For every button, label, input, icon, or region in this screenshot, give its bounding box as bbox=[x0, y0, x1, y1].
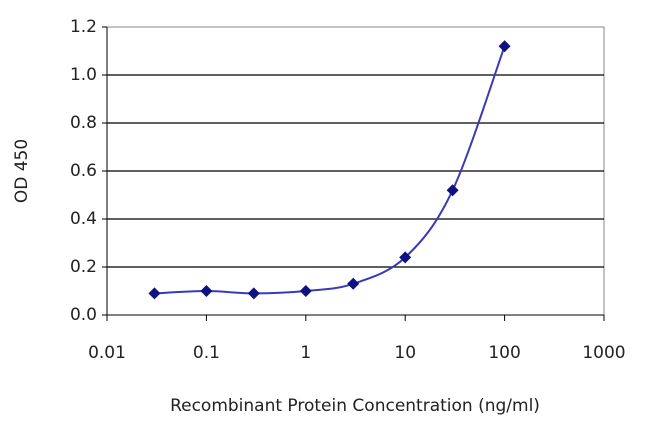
data-point bbox=[299, 285, 312, 297]
y-tick-label: 1.0 bbox=[70, 65, 97, 85]
x-tick-label: 0.1 bbox=[193, 343, 220, 363]
data-point bbox=[399, 251, 412, 264]
data-point bbox=[446, 184, 459, 197]
data-point bbox=[200, 285, 213, 297]
data-point bbox=[347, 277, 360, 290]
y-tick-label: 0.4 bbox=[70, 209, 97, 229]
x-tick-label: 1000 bbox=[582, 343, 625, 363]
data-point bbox=[148, 287, 161, 300]
x-tick-label: 0.01 bbox=[88, 343, 126, 363]
y-tick-label: 0.2 bbox=[70, 257, 97, 277]
y-tick-label: 1.2 bbox=[70, 17, 97, 37]
x-axis-label: Recombinant Protein Concentration (ng/ml… bbox=[170, 396, 540, 416]
x-tick-label: 1 bbox=[300, 343, 311, 363]
x-tick-label: 10 bbox=[394, 343, 416, 363]
data-point bbox=[498, 40, 511, 53]
y-tick-label: 0.6 bbox=[70, 161, 97, 181]
data-point bbox=[247, 287, 260, 300]
y-tick-label: 0.0 bbox=[70, 305, 97, 325]
y-axis-label: OD 450 bbox=[12, 139, 32, 203]
x-tick-label: 100 bbox=[488, 343, 520, 363]
y-tick-label: 0.8 bbox=[70, 113, 97, 133]
